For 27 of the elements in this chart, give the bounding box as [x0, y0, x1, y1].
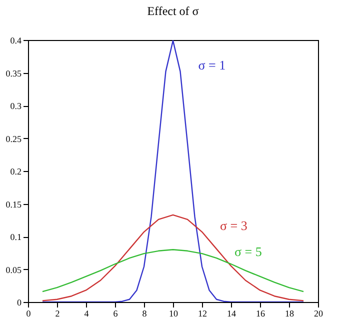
series-label: σ = 5 — [234, 244, 262, 260]
y-tick-label: 0.1 — [10, 232, 22, 242]
x-tick-label: 0 — [26, 308, 32, 318]
x-tick-label: 14 — [227, 308, 236, 318]
x-tick-label: 16 — [256, 308, 266, 318]
y-tick-label: 0.2 — [10, 166, 22, 176]
y-tick-label: 0 — [17, 298, 22, 308]
y-tick-label: 0.4 — [10, 36, 22, 46]
chart-title: Effect of σ — [147, 4, 200, 18]
line-series — [42, 214, 304, 302]
x-tick-label: 4 — [84, 308, 90, 318]
x-tick-label: 18 — [285, 308, 294, 318]
x-tick-label: 10 — [169, 308, 178, 318]
y-tick-label: 0.35 — [6, 68, 22, 78]
line-series — [42, 40, 304, 302]
y-tick-label: 0.15 — [6, 199, 22, 210]
y-tick-label: 0.05 — [6, 264, 22, 275]
series-label: σ = 3 — [220, 218, 248, 233]
x-tick-label: 20 — [314, 308, 324, 318]
series-label: σ = 1 — [198, 57, 226, 72]
y-tick-label: 0.3 — [10, 101, 22, 111]
x-tick-label: 2 — [55, 308, 60, 318]
line-series — [42, 249, 304, 292]
x-tick-label: 8 — [142, 308, 148, 318]
x-tick-label: 6 — [113, 308, 118, 318]
y-tick-label: 0.25 — [6, 134, 22, 144]
x-tick-label: 12 — [198, 308, 207, 318]
